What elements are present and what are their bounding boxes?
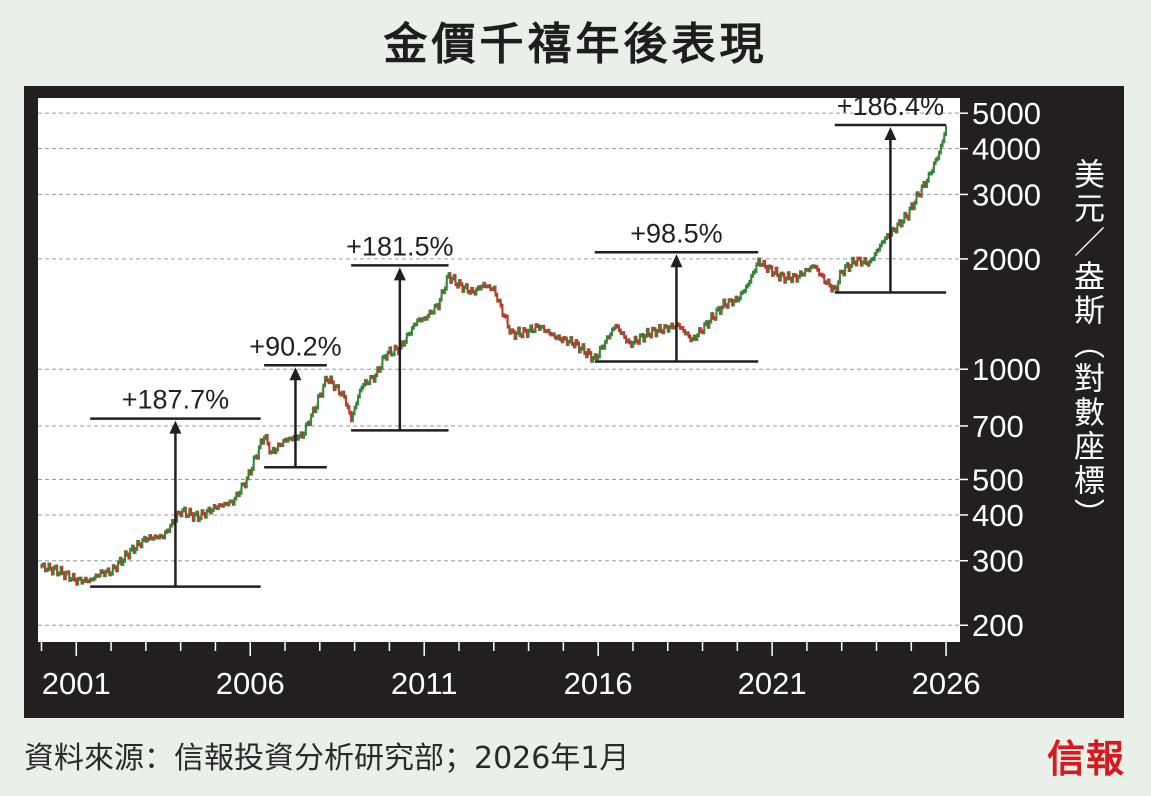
brand-logo: 信報 (1046, 736, 1125, 781)
annotation-label: +186.4% (837, 91, 944, 121)
y-tick-label: 300 (972, 544, 1024, 579)
y-tick-label: 3000 (972, 177, 1041, 212)
annotation-label: +187.7% (122, 385, 229, 415)
annotation-arrowhead (670, 254, 683, 268)
x-tick-label: 2021 (738, 666, 807, 701)
annotation-arrowhead (884, 127, 897, 141)
annotation-arrowhead (169, 420, 182, 434)
annotation-label: +98.5% (630, 218, 722, 248)
annotation-label: +181.5% (346, 231, 453, 261)
y-tick-label: 2000 (972, 242, 1041, 277)
x-tick-label: 2001 (42, 666, 111, 701)
x-tick-label: 2011 (391, 666, 458, 701)
annotation-arrowhead (393, 267, 406, 281)
y-tick-label: 1000 (972, 352, 1041, 387)
x-tick-label: 2026 (912, 666, 981, 701)
y-axis-label: 美元／盎斯（對數座標） (1068, 158, 1105, 532)
y-tick-label: 5000 (972, 96, 1041, 131)
plot-area (38, 98, 960, 642)
y-tick-label: 400 (972, 498, 1024, 533)
y-tick-label: 200 (972, 608, 1024, 643)
x-tick-label: 2006 (216, 666, 285, 701)
x-tick-label: 2016 (564, 666, 633, 701)
y-tick-label: 700 (972, 409, 1024, 444)
annotation-label: +90.2% (249, 331, 341, 361)
annotation-arrowhead (289, 367, 302, 381)
source-note: 資料來源：信報投資分析研究部；2026年1月 (24, 741, 630, 776)
chart-title: 金價千禧年後表現 (383, 19, 768, 70)
y-tick-label: 4000 (972, 132, 1041, 167)
chart-panel: 200 300 400 500 700 1000 2000 3000 4000 5000 2001 2… (24, 86, 1124, 718)
price-line (41, 128, 947, 581)
y-tick-label: 500 (972, 462, 1024, 497)
